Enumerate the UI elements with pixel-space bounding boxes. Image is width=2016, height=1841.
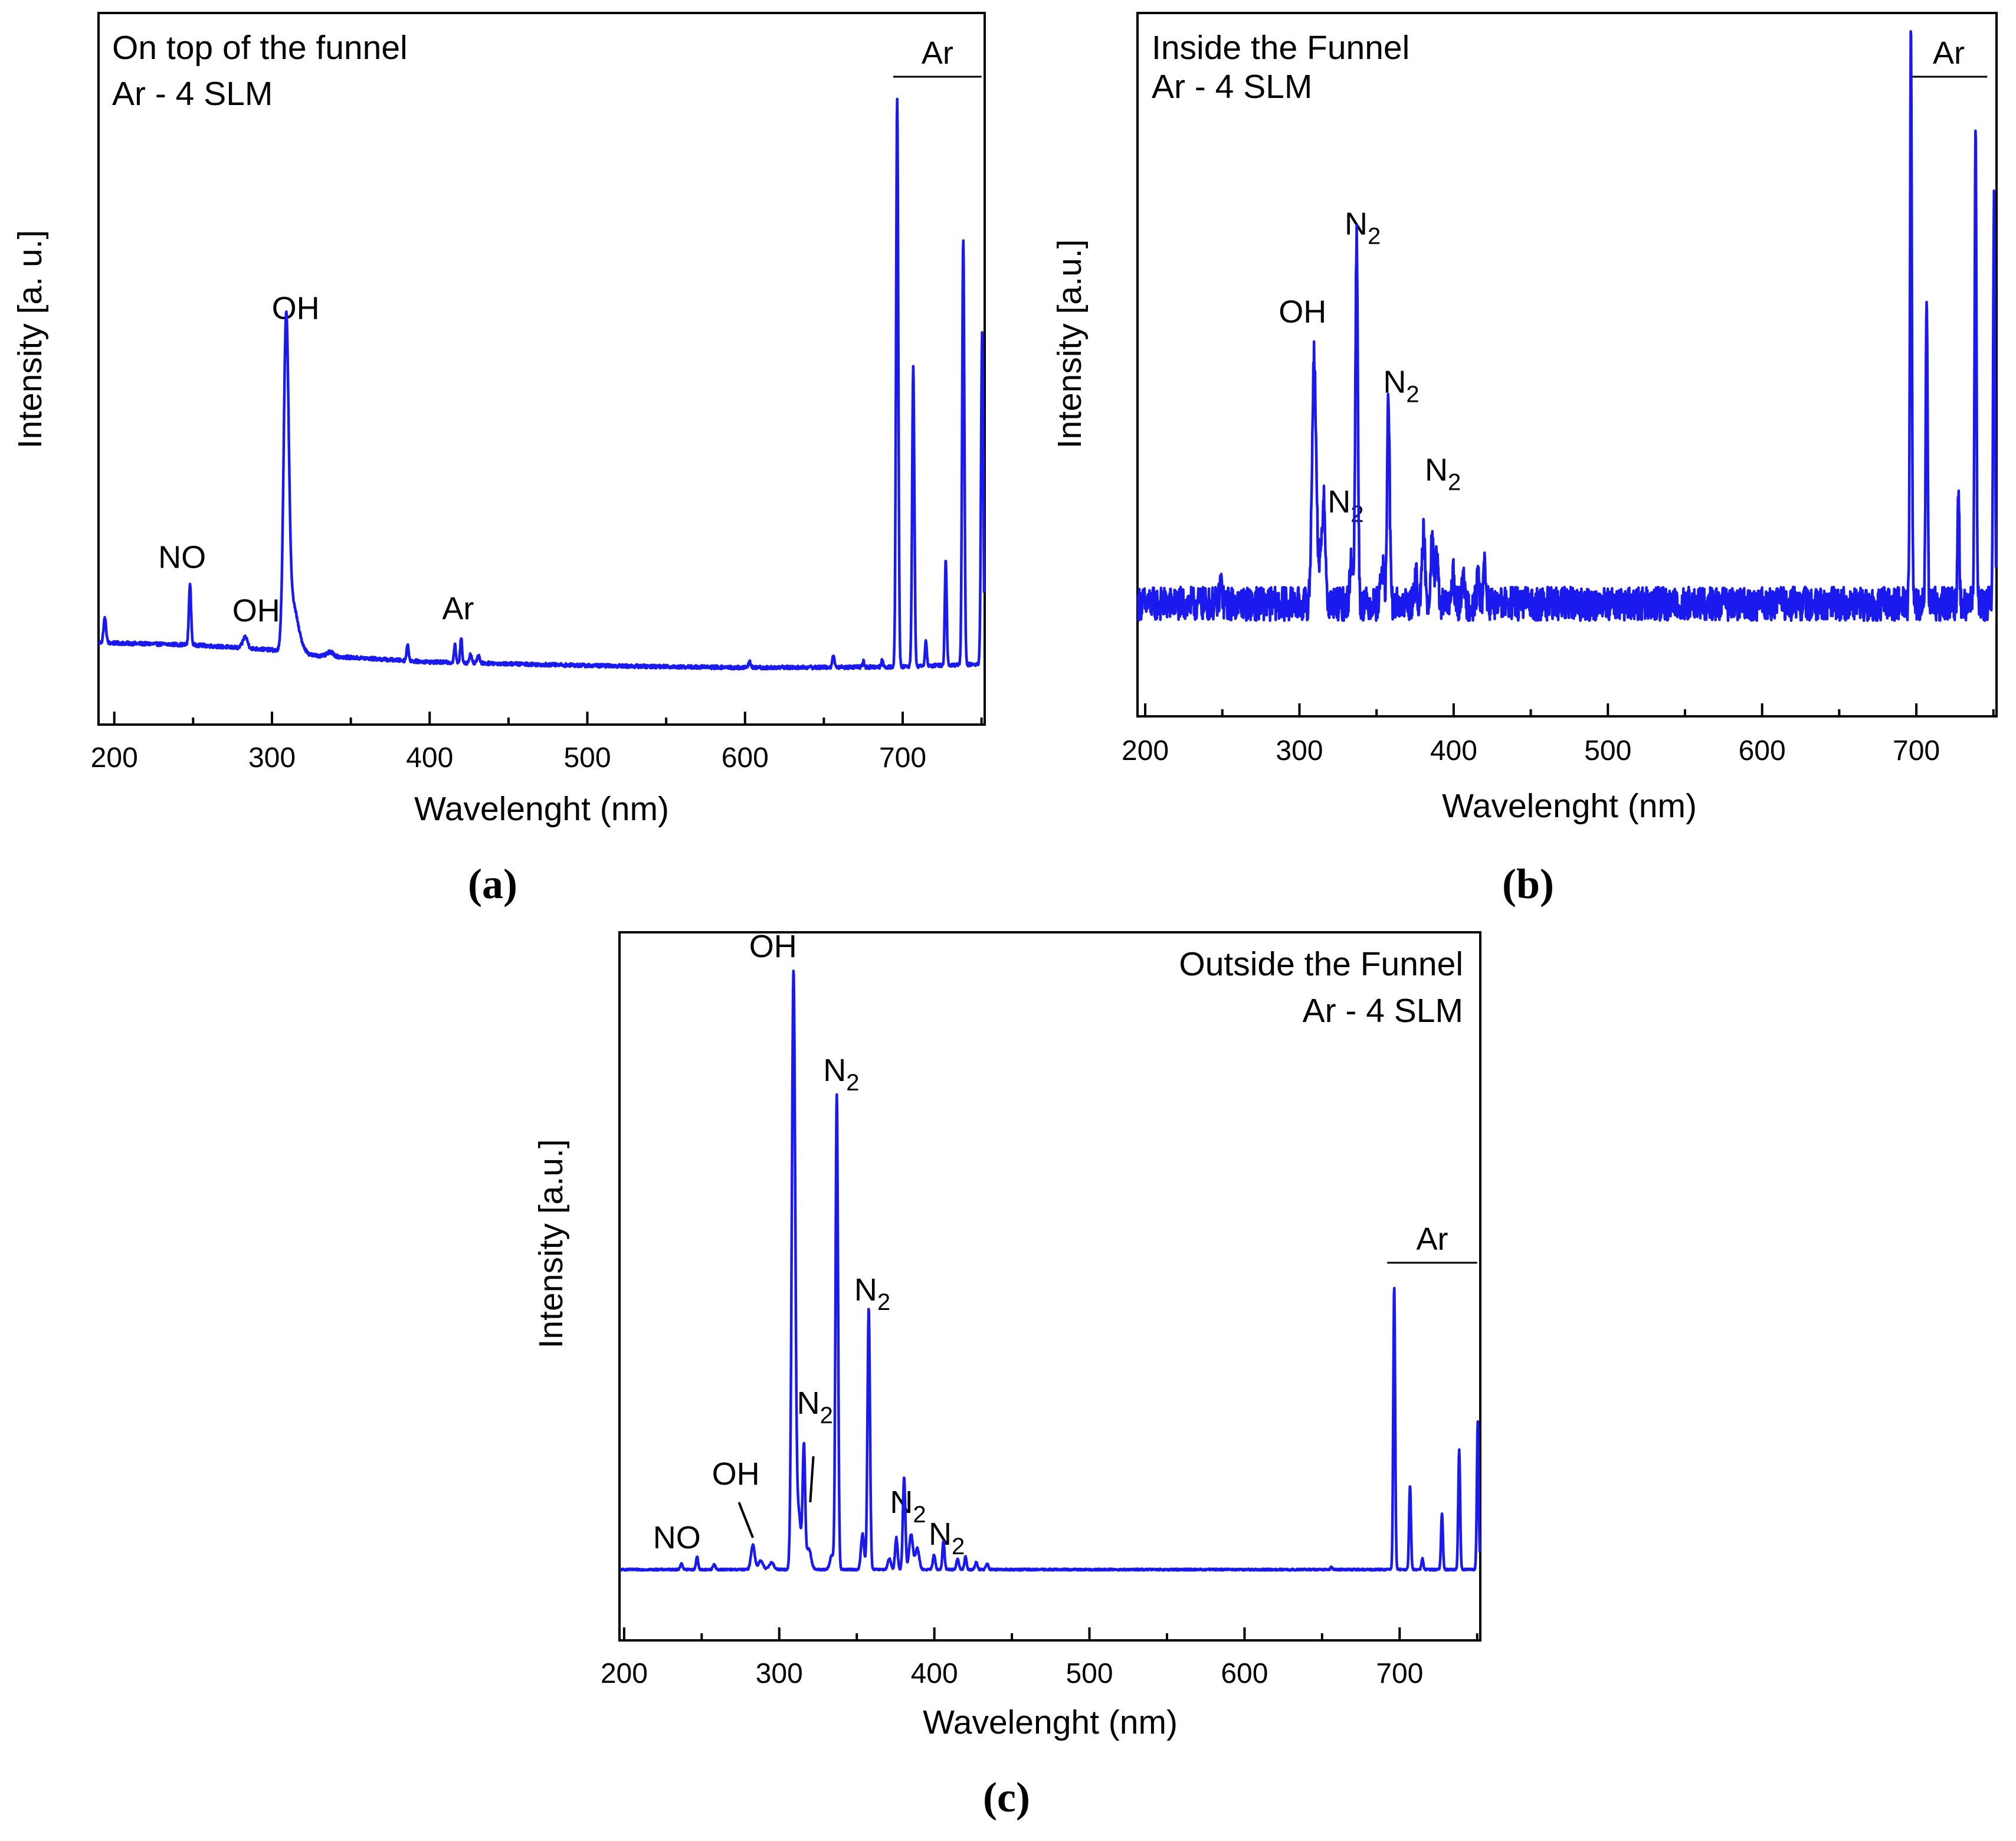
x-axis-label-a: Wavelenght (nm): [414, 790, 669, 828]
region-label: Ar: [1933, 35, 1965, 71]
y-axis-label-a: Intensity [a. u.]: [11, 230, 49, 449]
plot-frame-b: [1136, 12, 1998, 718]
peak-label: N2: [1383, 365, 1419, 408]
x-ticks-c: [622, 1627, 1479, 1640]
panel-title-line2-a: Ar - 4 SLM: [112, 75, 273, 113]
x-axis-label-c: Wavelenght (nm): [923, 1704, 1178, 1741]
x-tick-label: 700: [1893, 735, 1940, 766]
peak-label: N2: [797, 1385, 833, 1429]
peak-annotations-a: NO OH OH Ar: [158, 291, 474, 629]
x-axis-label-b: Wavelenght (nm): [1442, 787, 1697, 825]
panel-title-line1-c: Outside the Funnel: [1179, 945, 1463, 983]
x-tick-label: 400: [1430, 735, 1477, 766]
spectrum-line-a: [98, 97, 986, 671]
panel-label-a: (a): [468, 860, 517, 908]
x-tick-label: 500: [1584, 735, 1631, 766]
panel-title-line2-b: Ar - 4 SLM: [1152, 68, 1312, 106]
peak-label: N2: [1425, 453, 1461, 496]
pointer-lines-c: [737, 1456, 815, 1538]
peak-label: N2: [823, 1053, 859, 1096]
x-tick-labels-c: 200 300 400 500 600 700: [601, 1658, 1424, 1689]
peak-label: OH: [232, 593, 280, 628]
panel-label-b: (b): [1502, 860, 1554, 908]
x-tick-labels-b: 200 300 400 500 600 700: [1122, 735, 1940, 766]
x-ticks-b: [1144, 703, 1995, 716]
plot-frame-a: [97, 12, 986, 726]
region-labels-a: Ar: [893, 35, 982, 78]
peak-label: NO: [653, 1520, 701, 1555]
spectrum-line-b: [1137, 30, 1998, 623]
region-labels-b: Ar: [1910, 35, 1988, 78]
spectrum-line-c: [619, 969, 1481, 1572]
region-label: Ar: [1417, 1221, 1448, 1257]
x-ticks-a: [113, 712, 983, 725]
peak-label: OH: [272, 291, 320, 326]
x-tick-label: 300: [1276, 735, 1323, 766]
x-tick-label: 600: [722, 742, 769, 774]
peak-label: N2: [890, 1485, 926, 1528]
peak-label: OH: [1279, 294, 1326, 329]
pointer-line: [737, 1502, 754, 1538]
panel-title-line1-b: Inside the Funnel: [1152, 29, 1409, 67]
x-tick-label: 300: [756, 1658, 803, 1689]
peak-label: N2: [929, 1516, 965, 1560]
y-axis-label-c: Intensity [a.u.]: [532, 1139, 570, 1349]
x-tick-label: 700: [879, 742, 926, 774]
peak-label: Ar: [442, 591, 474, 627]
peak-label: OH: [712, 1456, 760, 1492]
pointer-line: [809, 1456, 815, 1503]
x-tick-label: 400: [406, 742, 453, 774]
x-tick-label: 200: [1122, 735, 1169, 766]
x-tick-label: 600: [1221, 1658, 1268, 1689]
panel-label-c: (c): [983, 1774, 1030, 1821]
plot-frame-c: [618, 931, 1481, 1642]
region-label: Ar: [922, 35, 953, 71]
panel-title-line2-c: Ar - 4 SLM: [1303, 992, 1463, 1030]
x-tick-labels-a: 200 300 400 500 600 700: [91, 742, 926, 774]
x-tick-label: 500: [563, 742, 611, 774]
peak-label: N2: [1345, 206, 1381, 249]
peak-label: OH: [749, 929, 797, 964]
x-tick-label: 200: [601, 1658, 648, 1689]
x-tick-label: 500: [1066, 1658, 1113, 1689]
x-tick-label: 300: [248, 742, 296, 774]
peak-label: NO: [158, 540, 206, 575]
panel-title-line1-a: On top of the funnel: [112, 29, 408, 67]
x-tick-label: 200: [91, 742, 138, 774]
peak-label: N2: [854, 1272, 890, 1315]
x-tick-label: 700: [1376, 1658, 1423, 1689]
chart-panel-a: 200 300 400 500 600 700 NO OH OH Ar Ar On top of…: [11, 12, 986, 908]
x-tick-label: 600: [1739, 735, 1786, 766]
y-axis-label-b: Intensity [a.u.]: [1051, 240, 1089, 449]
x-tick-label: 400: [911, 1658, 958, 1689]
region-labels-c: Ar: [1387, 1221, 1477, 1264]
